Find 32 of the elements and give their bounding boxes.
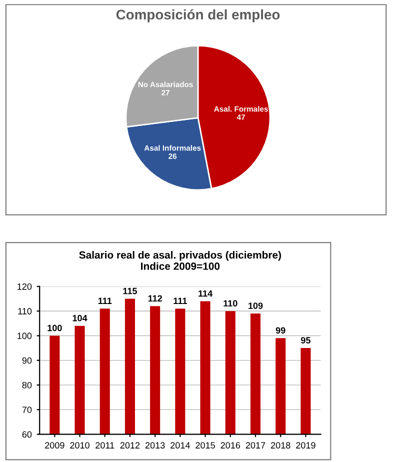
y-tick-label: 120 (18, 283, 32, 290)
y-tick-label: 110 (18, 308, 32, 314)
x-tick-label: 2014 (170, 442, 190, 449)
x-tick-label: 2015 (196, 442, 215, 449)
data-label: 95 (300, 337, 310, 344)
x-tick-label: 2019 (296, 442, 316, 449)
y-tick-label: 60 (22, 431, 32, 438)
x-tick-label: 2010 (70, 442, 90, 449)
y-tick-label: 90 (22, 357, 32, 364)
data-label: 111 (174, 298, 187, 304)
chart-subtitle: Indice 2009=100 (141, 262, 220, 270)
x-tick-label: 2012 (120, 442, 140, 449)
data-label: 99 (276, 327, 286, 334)
x-tick-label: 2013 (145, 442, 165, 449)
data-label: 111 (98, 298, 112, 304)
y-tick-label: 80 (22, 382, 32, 388)
chart-title: Salario real de asal. privados (diciembre) (79, 251, 281, 261)
data-label: 100 (48, 324, 62, 332)
data-label: 109 (248, 302, 263, 309)
x-tick-label: 2018 (271, 442, 290, 449)
y-tick-label: 70 (22, 406, 32, 413)
x-tick-label: 2017 (246, 442, 266, 449)
x-tick-label: 2016 (220, 442, 240, 449)
data-label: 115 (123, 288, 138, 294)
data-label: 110 (224, 300, 238, 307)
chart-title: Composición del empleo (116, 9, 280, 22)
x-tick-label: 2011 (96, 442, 114, 449)
data-label: 104 (72, 314, 88, 322)
data-label: 114 (198, 290, 213, 297)
x-tick-label: 2009 (45, 442, 64, 449)
y-tick-label: 100 (18, 332, 32, 340)
data-label: 112 (148, 295, 162, 302)
